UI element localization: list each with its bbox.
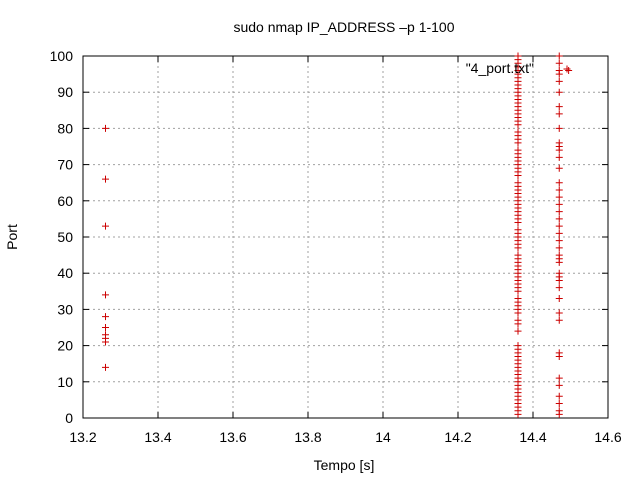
data-points	[102, 52, 573, 418]
data-point	[514, 251, 522, 259]
data-point	[565, 66, 573, 74]
x-tick-labels: 13.2 13.4 13.6 13.8 14 14.2 14.4 14.6	[69, 429, 621, 445]
x-tick-label: 14.6	[594, 429, 621, 445]
data-point	[555, 103, 563, 111]
y-tick-label: 0	[65, 410, 73, 426]
data-point	[514, 226, 522, 234]
data-point	[555, 244, 563, 252]
y-tick-label: 50	[57, 229, 73, 245]
y-tick-label: 40	[57, 265, 73, 281]
y-tick-label: 70	[57, 157, 73, 173]
data-point	[514, 52, 522, 60]
data-point	[555, 66, 563, 74]
data-point	[555, 186, 563, 194]
y-tick-label: 100	[50, 48, 74, 64]
data-point	[555, 284, 563, 292]
legend-marker-symbol	[563, 65, 571, 73]
data-point	[555, 374, 563, 382]
y-axis-label: Port	[4, 224, 20, 250]
axis-ticks	[82, 55, 609, 419]
data-point	[102, 338, 109, 346]
data-point	[555, 110, 563, 118]
legend-label: "4_port.txt"	[466, 60, 534, 76]
data-point	[555, 392, 563, 400]
data-point	[555, 88, 563, 96]
data-point	[102, 222, 109, 230]
legend: "4_port.txt"	[466, 60, 571, 76]
data-point	[555, 309, 563, 317]
data-point	[555, 59, 563, 67]
data-point	[514, 327, 522, 335]
data-point	[102, 313, 109, 321]
y-tick-labels: 0 10 20 30 40 50 60 70 80 90 100	[50, 48, 74, 426]
data-point	[555, 52, 563, 60]
data-point	[555, 164, 563, 172]
x-axis-label: Tempo [s]	[314, 457, 375, 473]
y-tick-label: 30	[57, 301, 73, 317]
x-tick-label: 13.6	[219, 429, 246, 445]
data-point	[555, 179, 563, 187]
data-point	[555, 139, 563, 147]
data-point	[555, 237, 563, 245]
data-point	[514, 295, 522, 303]
data-point	[555, 381, 563, 389]
data-point	[555, 215, 563, 223]
y-tick-label: 10	[57, 374, 73, 390]
data-point	[555, 153, 563, 161]
data-point	[555, 200, 563, 208]
data-point	[514, 128, 522, 136]
data-point	[555, 77, 563, 85]
data-point	[555, 124, 563, 132]
data-point	[102, 324, 109, 331]
x-tick-label: 13.2	[69, 429, 96, 445]
data-point	[555, 229, 563, 237]
chart-title: sudo nmap IP_ADDRESS –p 1-100	[233, 19, 454, 35]
y-tick-label: 90	[57, 84, 73, 100]
data-point	[555, 316, 563, 324]
data-point	[555, 349, 563, 357]
x-tick-label: 14.4	[519, 429, 546, 445]
data-point	[514, 179, 522, 187]
legend-marker	[563, 65, 571, 73]
data-point	[555, 251, 563, 259]
data-point	[102, 124, 109, 132]
data-point	[102, 291, 109, 299]
data-point	[514, 342, 522, 350]
data-point	[555, 295, 563, 303]
data-point	[555, 208, 563, 216]
data-point	[555, 400, 563, 408]
data-point	[514, 146, 522, 154]
data-point	[102, 363, 109, 371]
data-point	[555, 407, 563, 415]
data-point	[555, 222, 563, 230]
y-tick-label: 20	[57, 338, 73, 354]
data-point	[102, 175, 109, 183]
y-tick-label: 60	[57, 193, 73, 209]
data-point	[514, 316, 522, 324]
grid-lines	[83, 56, 608, 418]
x-tick-label: 14	[375, 429, 391, 445]
x-tick-label: 13.4	[144, 429, 171, 445]
x-tick-label: 13.8	[294, 429, 321, 445]
x-tick-label: 14.2	[444, 429, 471, 445]
data-point	[555, 269, 563, 277]
data-point	[555, 193, 563, 201]
y-tick-label: 80	[57, 120, 73, 136]
